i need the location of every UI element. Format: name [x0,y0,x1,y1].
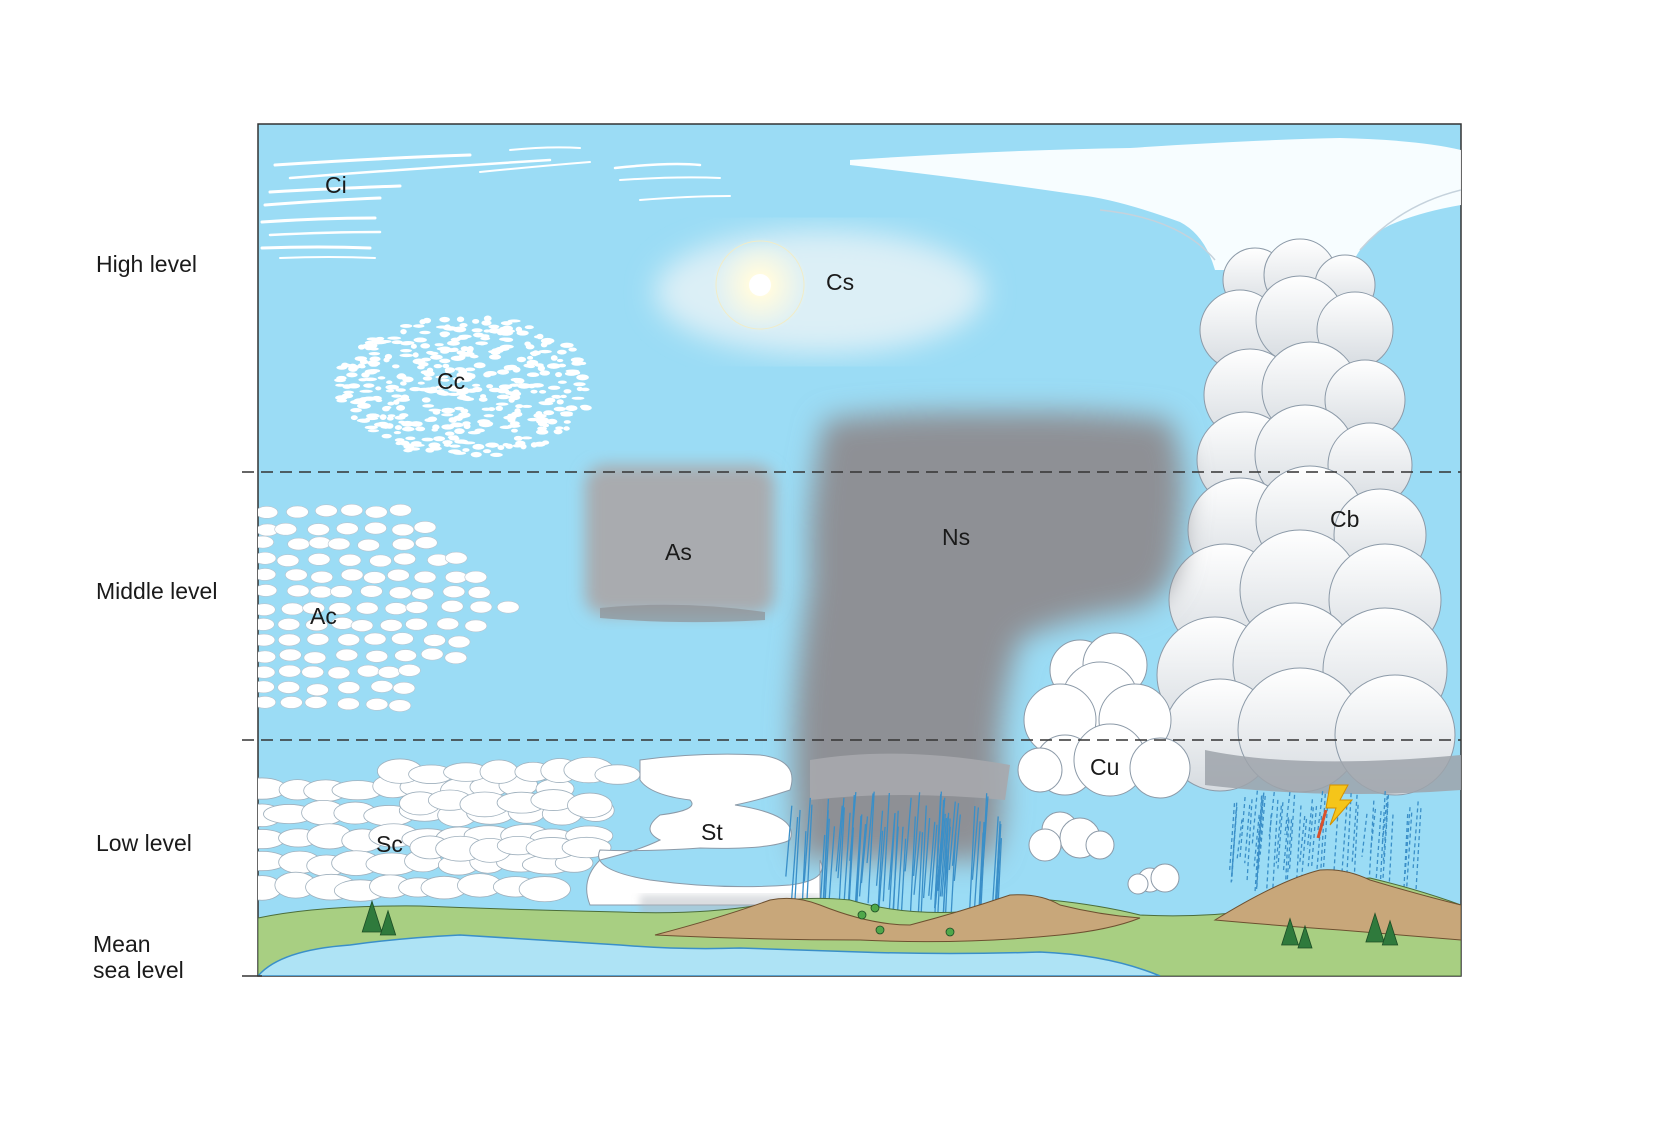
middle-level-label: Middle level [96,578,218,604]
cirrostratus-cloud [655,230,985,354]
cc-label: Cc [437,368,465,394]
altostratus-cloud [585,465,775,623]
tree-icon [361,899,1399,949]
water [258,934,1161,976]
sea-level-label-line1: Mean [93,931,151,957]
ac-label: Ac [310,603,337,629]
stratocumulus-cloud [258,756,641,903]
sea-level-label: Mean sea level [93,931,184,983]
altocumulus-cloud [258,503,520,712]
nimbostratus-cloud [793,411,1184,860]
cirrus-cloud [260,146,731,259]
cu-label: Cu [1090,754,1119,780]
cs-label: Cs [826,269,854,295]
rain-icon [785,790,1422,960]
sc-label: Sc [376,831,403,857]
cb-label: Cb [1330,506,1359,532]
cumulonimbus-anvil [850,138,1461,270]
ci-label: Ci [325,172,347,198]
sea-level-label-line2: sea level [93,957,184,983]
ground [258,869,1461,976]
st-label: St [701,819,723,845]
lightning-icon [1316,784,1354,839]
as-label: As [665,539,692,565]
high-level-label: High level [96,251,197,277]
cirrocumulus-cloud [334,315,592,458]
cumulus-cloud [1017,632,1191,895]
low-level-label: Low level [96,830,192,856]
cumulonimbus-cloud [1156,238,1461,796]
ns-label: Ns [942,524,970,550]
